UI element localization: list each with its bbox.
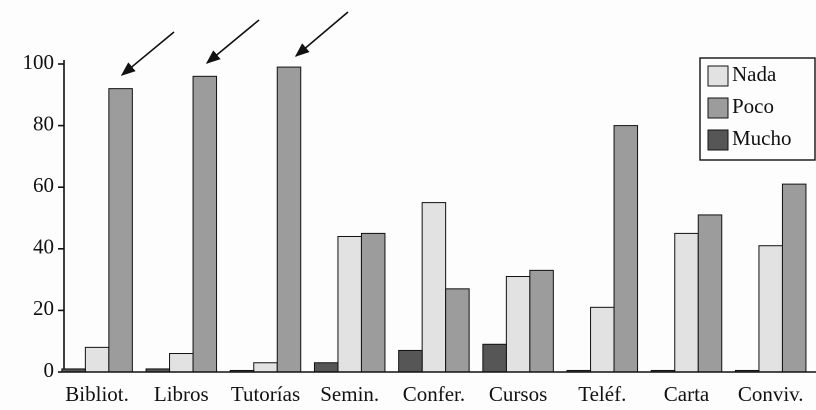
x-tick-label: Tutorías xyxy=(231,382,300,406)
legend-swatch xyxy=(707,129,729,151)
bar xyxy=(758,245,783,373)
bar xyxy=(674,232,699,373)
legend-label: Nada xyxy=(732,62,777,86)
y-tick-label: 0 xyxy=(44,358,55,382)
bar xyxy=(445,288,470,373)
bar xyxy=(108,88,133,373)
y-tick-label: 60 xyxy=(33,173,54,197)
bar xyxy=(590,306,615,373)
x-tick-label: Bibliot. xyxy=(65,382,129,406)
legend-swatch xyxy=(707,65,729,87)
legend-label: Poco xyxy=(732,94,774,118)
bar xyxy=(398,349,423,373)
x-tick-label: Carta xyxy=(664,382,710,406)
bar xyxy=(276,66,302,373)
bar xyxy=(169,353,194,373)
x-tick-label: Cursos xyxy=(489,382,547,406)
legend-label: Mucho xyxy=(732,126,792,150)
arrows xyxy=(120,11,349,76)
bar xyxy=(84,346,110,373)
y-tick-label: 20 xyxy=(33,296,54,320)
bar xyxy=(781,183,807,373)
x-tick-label: Conviv. xyxy=(738,382,804,406)
bar xyxy=(529,269,554,373)
arrow xyxy=(294,11,349,57)
y-tick-label: 100 xyxy=(23,50,55,74)
legend-swatch xyxy=(707,97,729,119)
bar xyxy=(505,276,531,373)
bar xyxy=(192,75,218,373)
arrow xyxy=(120,31,175,76)
x-tick-label: Semin. xyxy=(320,382,379,406)
bar xyxy=(253,362,278,373)
bar xyxy=(337,235,362,373)
bar xyxy=(482,343,507,373)
bar xyxy=(313,362,339,373)
arrow xyxy=(205,19,260,64)
x-tick-label: Confer. xyxy=(403,382,465,406)
x-tick-label: Libros xyxy=(154,382,209,406)
bar xyxy=(697,214,723,373)
x-tick-label: Teléf. xyxy=(578,382,626,406)
bar xyxy=(360,232,386,373)
bar xyxy=(421,202,447,373)
y-tick-label: 80 xyxy=(33,111,54,135)
legend: Nada Poco Mucho xyxy=(699,57,816,161)
y-tick-label: 40 xyxy=(33,235,54,259)
bar xyxy=(613,125,639,373)
